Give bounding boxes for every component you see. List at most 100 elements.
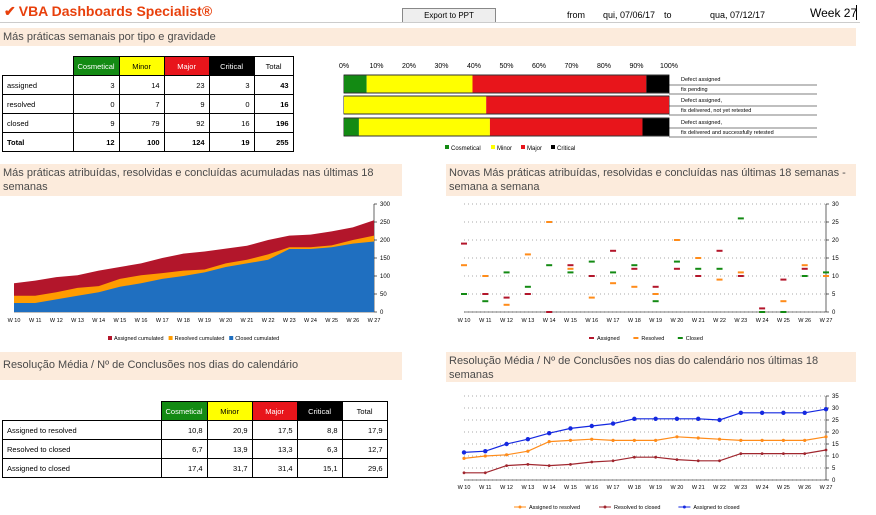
app-title: ✔ VBA Dashboards Specialist® bbox=[4, 3, 212, 20]
weekly-severity-table: Cosmetical Minor Major Critical Total as… bbox=[2, 56, 294, 152]
point-resolved bbox=[482, 275, 489, 277]
y-tick-label: 300 bbox=[380, 202, 391, 208]
point-assigned-to-closed bbox=[504, 441, 509, 447]
table-cell: 13,3 bbox=[251, 439, 298, 459]
x-tick-label: W 18 bbox=[628, 318, 641, 324]
app-title-text: VBA Dashboards Specialist® bbox=[18, 3, 213, 19]
y-tick-label: 10 bbox=[832, 274, 839, 280]
axis-tick-label: 100% bbox=[660, 63, 678, 70]
section3-right-title: Resolução Média / Nº de Conclusões nos d… bbox=[446, 352, 856, 382]
series-line-assigned-to-resolved bbox=[463, 436, 827, 459]
table-row: Assigned to resolved 10,8 20,9 17,5 8,8 … bbox=[2, 420, 388, 440]
point-assigned bbox=[801, 267, 808, 270]
legend-swatch bbox=[491, 145, 495, 149]
bar-segment-critical bbox=[642, 118, 669, 136]
point-assigned-to-resolved bbox=[632, 438, 636, 442]
point-resolved bbox=[801, 264, 808, 267]
point-assigned-to-closed bbox=[759, 410, 765, 415]
table-cell: 6,3 bbox=[296, 439, 343, 459]
table-cell: 16 bbox=[208, 113, 255, 133]
table-cell: 31,4 bbox=[251, 458, 298, 478]
table-cell: 31,7 bbox=[206, 458, 253, 478]
col-major: Major bbox=[163, 56, 210, 76]
x-tick-label: W 20 bbox=[671, 318, 684, 324]
x-tick-label: W 19 bbox=[649, 485, 662, 491]
legend-swatch bbox=[589, 337, 594, 339]
point-resolved bbox=[546, 221, 553, 223]
point-resolved bbox=[695, 257, 702, 259]
legend-swatch bbox=[229, 336, 234, 340]
point-resolved-to-closed bbox=[505, 464, 508, 467]
bar-note: Defect assigned bbox=[681, 77, 720, 83]
x-tick-label: W 13 bbox=[521, 485, 534, 491]
point-resolved bbox=[737, 271, 744, 274]
from-label: from bbox=[567, 10, 585, 20]
to-date: qua, 07/12/17 bbox=[710, 10, 766, 20]
axis-tick-label: 50% bbox=[499, 63, 513, 70]
table-cell-total: 17,9 bbox=[341, 420, 388, 440]
point-resolved-to-closed bbox=[462, 471, 466, 475]
legend-label: Assigned to resolved bbox=[529, 505, 580, 511]
legend-label: Cosmetical bbox=[451, 146, 481, 152]
legend-label: Closed cumulated bbox=[235, 336, 279, 342]
axis-tick-label: 0% bbox=[339, 63, 349, 70]
point-assigned bbox=[759, 307, 766, 310]
point-resolved bbox=[823, 275, 829, 277]
y-tick-label: 0 bbox=[380, 310, 384, 316]
export-ppt-button[interactable]: Export to PPT bbox=[402, 8, 496, 23]
point-assigned-to-closed bbox=[546, 431, 552, 436]
table-cell: 13,9 bbox=[206, 439, 253, 459]
point-assigned-to-closed bbox=[823, 407, 829, 412]
col-major: Major bbox=[251, 401, 298, 421]
x-tick-label: W 14 bbox=[92, 318, 105, 324]
table-cell: 9 bbox=[72, 113, 120, 133]
table-cell: 92 bbox=[163, 113, 210, 133]
table-cell: 17,5 bbox=[251, 420, 298, 440]
x-tick-label: W 14 bbox=[543, 318, 556, 324]
point-assigned-to-closed bbox=[610, 421, 616, 426]
x-tick-label: W 15 bbox=[564, 318, 577, 324]
point-assigned bbox=[610, 249, 617, 252]
point-assigned-to-closed bbox=[696, 416, 701, 421]
point-resolved bbox=[610, 282, 617, 285]
table-cell: 12 bbox=[72, 132, 120, 152]
x-tick-label: W 11 bbox=[29, 318, 41, 324]
y-tick-label: 5 bbox=[832, 466, 836, 472]
point-closed bbox=[503, 271, 510, 274]
x-tick-label: W 10 bbox=[458, 318, 471, 324]
point-resolved-to-closed bbox=[675, 458, 679, 461]
x-tick-label: W 21 bbox=[692, 485, 705, 491]
point-assigned-to-closed bbox=[738, 410, 744, 415]
point-assigned-to-resolved bbox=[803, 438, 807, 442]
point-closed bbox=[482, 300, 489, 303]
x-tick-label: W 15 bbox=[564, 485, 577, 491]
x-tick-label: W 19 bbox=[649, 318, 662, 324]
point-assigned-to-closed bbox=[483, 449, 488, 454]
point-assigned-to-closed bbox=[525, 437, 531, 442]
legend-swatch bbox=[633, 337, 639, 339]
legend-label: Resolved bbox=[641, 336, 664, 342]
axis-tick-label: 90% bbox=[629, 63, 643, 70]
section2-right-title: Novas Más práticas atribuídas, resolvida… bbox=[446, 164, 856, 196]
table-cell: 19 bbox=[208, 132, 255, 152]
x-tick-label: W 22 bbox=[713, 318, 726, 324]
point-assigned-to-resolved bbox=[568, 438, 573, 442]
point-resolved-to-closed bbox=[611, 459, 615, 463]
x-tick-label: W 25 bbox=[777, 485, 790, 491]
x-tick-label: W 19 bbox=[198, 318, 211, 324]
bar-segment-major bbox=[486, 96, 669, 114]
x-tick-label: W 24 bbox=[756, 318, 769, 324]
y-tick-label: 150 bbox=[380, 256, 391, 262]
point-assigned-to-resolved bbox=[504, 453, 509, 457]
point-assigned bbox=[695, 275, 702, 277]
point-assigned bbox=[524, 293, 531, 295]
x-tick-label: W 17 bbox=[156, 318, 169, 324]
x-tick-label: W 16 bbox=[585, 485, 598, 491]
point-assigned-to-closed bbox=[653, 416, 658, 421]
resolution-line-chart: 0 5 10 15 20 25 30 35 W 10 W 11 W 12 W 13 W 14 W 15 W … bbox=[458, 394, 840, 511]
legend-label: Critical bbox=[557, 146, 575, 152]
point-assigned-to-resolved bbox=[654, 438, 658, 442]
x-tick-label: W 15 bbox=[113, 318, 126, 324]
x-tick-label: W 10 bbox=[8, 318, 21, 324]
x-tick-label: W 13 bbox=[521, 318, 534, 324]
